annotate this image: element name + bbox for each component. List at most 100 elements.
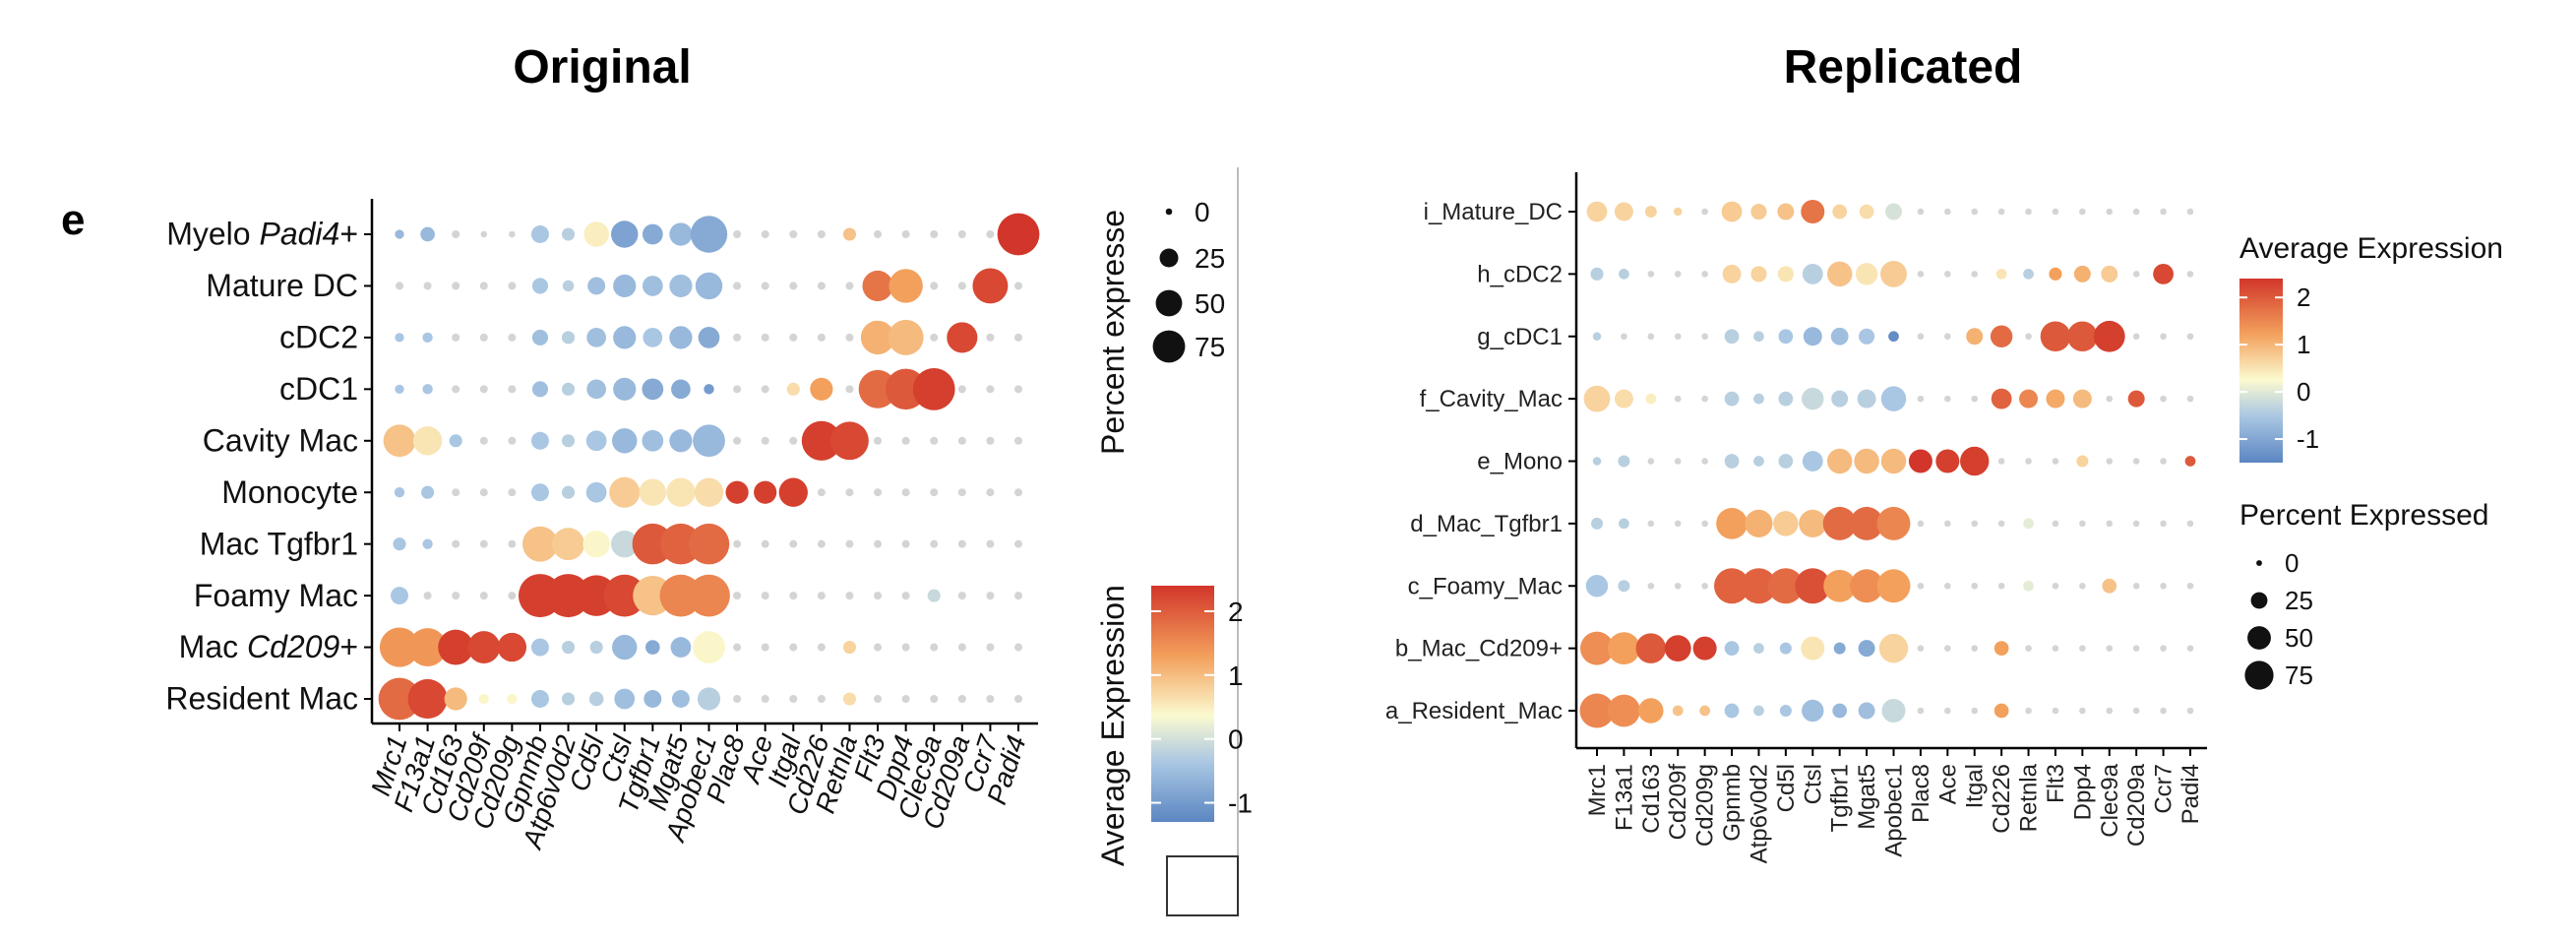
dot-d-Mac-Tgfbr1-Cd209f [1674,520,1682,528]
dot-a-Resident-Mac-Ace [1944,707,1951,715]
dot-Mac-Tgfbr1-Cd163 [452,539,460,548]
dot-d-Mac-Tgfbr1-Ace [1944,520,1951,528]
dot-i-Mature-DC-Cd209g [1701,208,1708,216]
dot-b-Mac-Cd209--Ctsl [1801,636,1825,660]
dot-Monocyte-Gpnmb [530,483,549,502]
size-legend-dot [1165,208,1173,216]
dot-i-Mature-DC-Ctsl [1801,200,1825,223]
dot-Monocyte-Clec9a [930,488,939,497]
dot-Cavity-Mac-Cd209f [479,436,488,445]
dot-b-Mac-Cd209--Retnla [2025,645,2032,652]
dot-g-cDC1-Retnla [2025,333,2032,341]
dot-Myelo-Padi4--Cd209g [509,230,516,238]
dot-a-Resident-Mac-Gpnmb [1724,703,1740,719]
dot-i-Mature-DC-Cd5l [1777,203,1795,220]
size-legend-label: 25 [2285,586,2313,615]
dot-Resident-Mac-Cd5l [588,691,604,707]
dot-cDC2-Gpnmb [531,329,548,346]
gene-label: Cd226 [1989,764,2015,834]
dot-Resident-Mac-Cd209f [478,693,489,705]
dot-Foamy-Mac-Apobec1 [688,574,730,617]
dot-Myelo-Padi4--Itgal [789,229,798,239]
size-legend-dot [1155,289,1183,317]
dot-e-Mono-Flt3 [2052,458,2059,465]
dot-Foamy-Mac-Cd226 [817,592,826,600]
size-legend-label: 50 [1195,288,1225,319]
color-legend-title: Average Expression [1095,585,1131,866]
dot-e-Mono-Atp6v0d2 [1753,456,1764,467]
dot-i-Mature-DC-Dpp4 [2079,208,2086,216]
dot-g-cDC1-Cd226 [1990,325,2013,347]
dot-Myelo-Padi4--Dpp4 [901,229,910,239]
dot-Mature-DC-Retnla [845,282,854,290]
dot-b-Mac-Cd209--Apobec1 [1878,633,1909,663]
dot-d-Mac-Tgfbr1-Retnla [2023,518,2034,530]
dot-Resident-Mac-Ccr7 [986,694,995,704]
dot-d-Mac-Tgfbr1-Atp6v0d2 [1745,509,1773,537]
dot-Resident-Mac-Padi4 [1013,694,1023,704]
dot-d-Mac-Tgfbr1-Ccr7 [2160,520,2167,528]
dot-h-cDC2-Apobec1 [1880,260,1907,287]
size-legend-label: 75 [1195,332,1225,362]
colorbar-tick-label: 2 [1228,597,1244,627]
dot-h-cDC2-Cd5l [1777,266,1794,283]
dot-f-Cavity-Mac-Apobec1 [1880,386,1907,411]
dot-Monocyte-Atp6v0d2 [561,485,576,499]
dot-f-Cavity-Mac-F13a1 [1614,389,1633,409]
gene-label: Flt3 [2043,764,2069,803]
dot-Resident-Mac-Gpnmb [530,690,549,708]
dot-a-Resident-Mac-Itgal [1971,707,1979,715]
dot-i-Mature-DC-Cd226 [1997,208,2005,216]
dot-i-Mature-DC-Mgat5 [1859,204,1874,220]
dot-Monocyte-Cd209f [479,488,488,497]
dot-Myelo-Padi4--Cd5l [583,221,609,247]
dot-c-Foamy-Mac-Retnla [2023,580,2034,592]
dot-Mature-DC-Cd209f [479,282,488,290]
dot-Mac-Cd209--Cd163 [438,629,474,665]
dot-Mac-Cd209--Atp6v0d2 [561,640,576,655]
dot-cDC1-Cd226 [810,377,833,401]
dot-a-Resident-Mac-F13a1 [1607,694,1640,727]
dot-Mac-Tgfbr1-Retnla [845,539,854,548]
dot-g-cDC1-Cd209g [1701,333,1708,341]
dot-a-Resident-Mac-Retnla [2025,707,2032,715]
dot-e-Mono-Tgfbr1 [1826,448,1853,474]
dot-g-cDC1-Cd209a [2132,333,2140,341]
dot-Mac-Cd209--Gpnmb [530,638,549,657]
dot-Cavity-Mac-Plac8 [733,436,742,445]
size-legend-label: 25 [1195,243,1225,274]
gene-label: F13a1 [1611,764,1637,831]
dot-Mac-Tgfbr1-Ctsl [611,530,639,558]
dot-Monocyte-F13a1 [421,485,435,499]
dot-h-cDC2-Gpnmb [1722,264,1742,283]
dot-c-Foamy-Mac-Mrc1 [1585,575,1609,597]
dot-Myelo-Padi4--Clec9a [930,229,939,239]
dot-d-Mac-Tgfbr1-Gpnmb [1716,508,1748,539]
dot-h-cDC2-Plac8 [1917,271,1925,278]
dot-cDC1-Apobec1 [704,384,714,395]
dot-d-Mac-Tgfbr1-Cd209a [2132,520,2140,528]
dot-d-Mac-Tgfbr1-Ctsl [1799,509,1827,537]
dot-e-Mono-Clec9a [2106,458,2114,465]
dot-Myelo-Padi4--Atp6v0d2 [561,227,576,241]
dot-Mac-Cd209--Clec9a [930,643,939,652]
dot-d-Mac-Tgfbr1-Apobec1 [1876,506,1911,540]
dot-Mac-Tgfbr1-Gpnmb [521,526,558,562]
dot-a-Resident-Mac-Padi4 [2186,707,2194,715]
gene-label: Dpp4 [2069,764,2096,820]
dot-Monocyte-Dpp4 [901,488,910,497]
dot-b-Mac-Cd209--Clec9a [2106,645,2114,652]
dot-Mac-Cd209--Ctsl [612,634,638,660]
dot-Mac-Cd209--F13a1 [408,628,447,666]
size-legend-dot [2256,560,2262,566]
dot-h-cDC2-Retnla [2023,269,2034,280]
dot-g-cDC1-Padi4 [2186,333,2194,341]
dot-a-Resident-Mac-Cd163 [1638,698,1664,723]
dot-f-Cavity-Mac-Cd226 [1991,388,2012,409]
colorbar [1151,586,1214,822]
dot-b-Mac-Cd209--Dpp4 [2079,645,2086,652]
dot-Cavity-Mac-Clec9a [930,436,939,445]
gene-label: Cd209a [2123,763,2150,847]
dot-cDC1-Ace [761,385,769,394]
